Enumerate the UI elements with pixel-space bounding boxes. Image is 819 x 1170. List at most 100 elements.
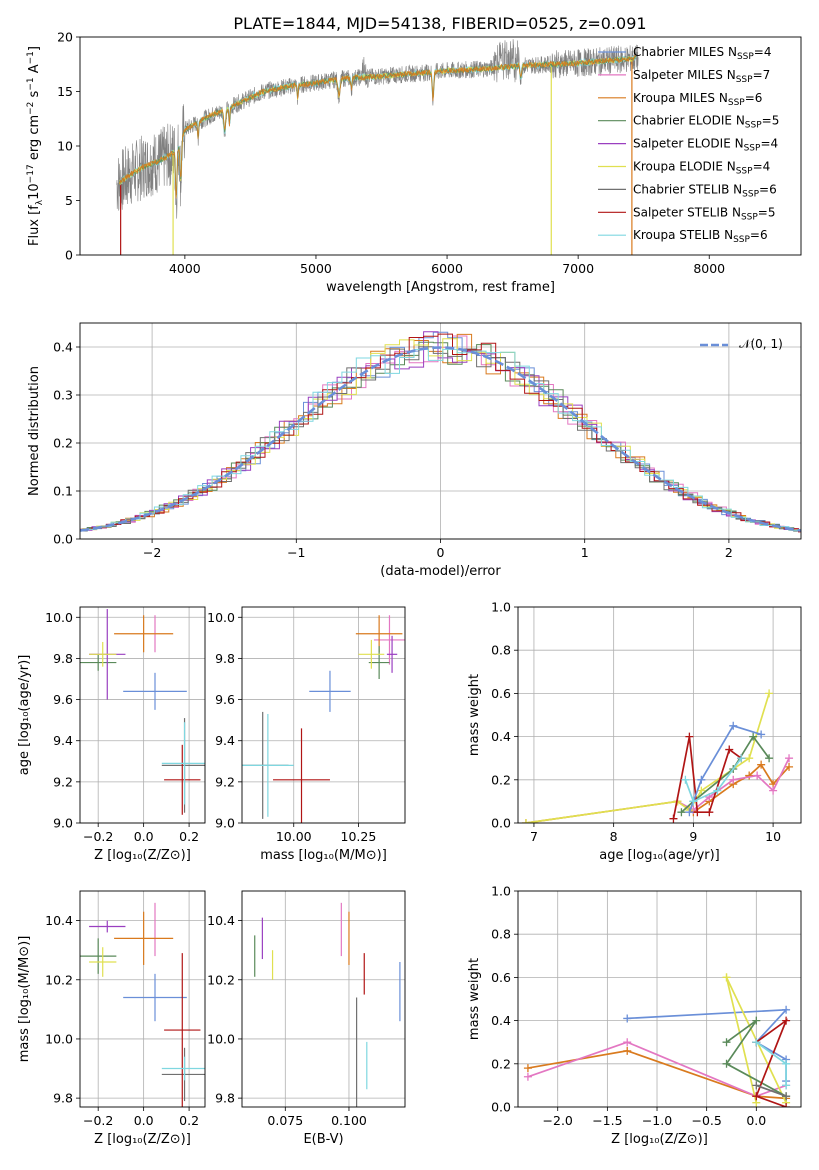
legend-name: Salpeter STELIB (633, 205, 728, 219)
plot-area (80, 331, 801, 533)
y-tick-label: 1.0 (491, 884, 511, 899)
mass-weight-marker-chabrier_miles (729, 721, 738, 730)
plot-area (242, 615, 405, 823)
mass-weight-marker-salpeter_stelib (669, 814, 678, 823)
x-tick-label: 2 (725, 545, 733, 560)
x-axis-label: Z [log₁₀(Z/Z⊙)] (94, 1132, 191, 1147)
axes-frame (79, 606, 206, 824)
x-tick-label: 10.00 (276, 829, 312, 844)
axes-frame (517, 890, 802, 1108)
mass-weight-marker-kroupa_stelib (752, 1038, 761, 1047)
legend-n-value: 4 (771, 137, 779, 151)
legend-n-eq: = (754, 45, 764, 59)
x-tick-label: 10.25 (341, 829, 377, 844)
mass-weight-marker-salpeter_stelib (782, 1016, 791, 1025)
mass-weight-marker-salpeter_stelib (752, 1092, 761, 1101)
legend-n-sub: SSP (744, 144, 761, 154)
x-axis-label: (data-model)/error (380, 564, 501, 579)
legend-n-sub: SSP (736, 167, 753, 177)
y-tick-label: 0.2 (53, 436, 73, 451)
x-tick-label: 0.100 (331, 1113, 367, 1128)
y-tick-label: 10.0 (45, 610, 73, 625)
y-tick-label: 9.4 (53, 733, 73, 748)
mass-weight-line-chabrier_stelib (756, 1084, 787, 1097)
model-spectrum-kroupa_miles (118, 55, 637, 199)
mass-weight-line-chabrier_miles (688, 724, 762, 813)
mass-weight-marker-kroupa_miles (757, 760, 766, 769)
y-tick-label: 0.2 (491, 1056, 511, 1071)
plot-area (116, 39, 639, 255)
mass-weight-marker-kroupa_stelib (782, 1059, 791, 1068)
mass-weight-marker-kroupa_stelib (737, 754, 746, 763)
legend-entry: Kroupa MILES NSSP=6 (633, 91, 762, 108)
mass-vs-ebv-panel: 0.075 0.100 9.8 10.0 10.2 10.4 E(B-V) (207, 890, 406, 1147)
figure-title: PLATE=1844, MJD=54138, FIBERID=0525, z=0… (233, 14, 646, 33)
legend-entry: Kroupa ELODIE NSSP=4 (633, 160, 770, 177)
legend-n-letter: N (720, 228, 733, 242)
legend-n-eq: = (750, 228, 760, 242)
mass-weight-marker-kroupa_elodie (697, 786, 706, 795)
y-tick-label: 0.0 (491, 816, 511, 831)
x-tick-label: 7 (530, 829, 538, 844)
legend-n-value: 5 (768, 205, 776, 219)
y-tick-label: 0.6 (491, 970, 511, 985)
y-tick-label: 20 (57, 30, 73, 45)
legend-name: Chabrier ELODIE (633, 114, 732, 128)
y-axis-label-part: 10 (27, 183, 42, 200)
axes-frame (241, 890, 406, 1108)
plot-area (523, 973, 791, 1107)
legend-n-value: 6 (760, 228, 768, 242)
ticks: −2.0 −1.5 −1.0 −0.5 0.0 0.0 0.2 0.4 0.6 0.8 1.0 (491, 884, 766, 1129)
mass-weight-marker-kroupa_stelib (713, 786, 722, 795)
y-tick-label: 9.8 (215, 651, 235, 666)
legend-entry: Chabrier MILES NSSP=4 (633, 45, 772, 62)
y-axis-label-part: ] (27, 46, 42, 51)
x-tick-label: 1 (581, 545, 589, 560)
y-tick-label: 9.2 (215, 774, 235, 789)
legend-entry: Chabrier ELODIE NSSP=5 (633, 114, 779, 131)
x-tick-label: −1.5 (592, 1113, 622, 1128)
y-axis-label: mass weight (467, 958, 482, 1040)
mass-weight-marker-salpeter_miles (523, 1072, 532, 1081)
legend-name: Salpeter MILES (633, 68, 723, 82)
x-tick-label: 0.0 (134, 1113, 154, 1128)
y-axis-label-part: −17 (26, 164, 36, 183)
legend-n-sub: SSP (728, 98, 745, 108)
ticks: 10.00 10.25 9.0 9.2 9.4 9.6 9.8 10.0 (207, 610, 376, 844)
y-tick-label: 9.6 (215, 692, 235, 707)
legend-entry: Salpeter STELIB NSSP=5 (633, 205, 776, 222)
mass-weight-vs-age-panel: 7 8 9 10 0.0 0.2 0.4 0.6 0.8 1.0 age [log₁₀(age/yr… (467, 600, 802, 863)
legend-n-value: 7 (763, 68, 771, 82)
legend-n-letter: N (732, 114, 745, 128)
y-tick-label: 0.1 (53, 484, 73, 499)
legend-entry: Salpeter MILES NSSP=7 (633, 68, 770, 85)
y-axis-label-part: −1 (26, 77, 36, 90)
plot-area (80, 609, 205, 815)
y-tick-label: 10.2 (207, 972, 235, 987)
x-tick-label: −0.2 (83, 829, 113, 844)
legend-n-sub: SSP (733, 235, 750, 245)
y-tick-label: 0 (65, 248, 73, 263)
y-tick-label: 0.0 (53, 532, 73, 547)
y-tick-label: 9.0 (53, 816, 73, 831)
y-axis-label: Normed distribution (27, 366, 42, 496)
y-axis-label-part: erg cm (27, 115, 42, 164)
age-vs-metallicity-panel: −0.2 0.0 0.2 9.0 9.2 9.4 9.6 9.8 10.0 Z [log₁₀(Z/… (17, 606, 206, 863)
legend-n-eq: = (762, 114, 772, 128)
y-axis-label-part: −1 (26, 51, 36, 64)
mass-weight-marker-salpeter_miles (623, 1038, 632, 1047)
y-tick-label: 0.4 (491, 729, 511, 744)
legend-n-letter: N (729, 182, 742, 196)
mass-weight-marker-salpeter_stelib (725, 745, 734, 754)
axes-frame (517, 606, 802, 824)
legend-n-eq: = (760, 137, 770, 151)
mass-weight-marker-salpeter_miles (769, 786, 778, 795)
y-axis-label-part: −2 (26, 102, 36, 115)
histogram-salpeter_elodie (80, 331, 801, 532)
mass-weight-marker-kroupa_miles (623, 1046, 632, 1055)
y-tick-label: 0.2 (491, 772, 511, 787)
x-tick-label: 0.2 (179, 829, 199, 844)
y-axis-label: Flux [fλ10−17 erg cm−2 s−1 A−1] (26, 46, 45, 246)
legend-n-letter: N (723, 160, 736, 174)
